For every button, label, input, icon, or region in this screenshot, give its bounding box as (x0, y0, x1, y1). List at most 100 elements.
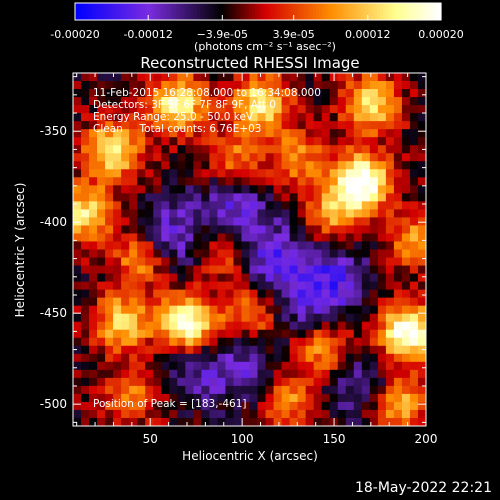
heatmap-cell (169, 273, 178, 283)
heatmap-cell (225, 249, 234, 259)
heatmap-cell (161, 233, 170, 242)
heatmap-cell (265, 281, 275, 291)
colorbar-segment (264, 3, 268, 20)
heatmap-cell (209, 393, 218, 403)
heatmap-cell (145, 177, 154, 186)
heatmap-cell (185, 201, 194, 210)
heatmap-cell (281, 385, 291, 395)
heatmap-cell (241, 241, 250, 250)
heatmap-cell (377, 297, 387, 307)
heatmap-cell (401, 369, 411, 379)
heatmap-cell (297, 345, 307, 355)
heatmap-cell (417, 401, 427, 411)
heatmap-cell (145, 393, 154, 403)
heatmap-cell (321, 201, 331, 210)
heatmap-cell (73, 81, 82, 90)
heatmap-cell (233, 105, 242, 114)
heatmap-cell (193, 393, 202, 403)
heatmap-cell (129, 169, 138, 178)
heatmap-cell (97, 137, 106, 146)
heatmap-cell (281, 169, 291, 178)
heatmap-cell (81, 97, 90, 106)
heatmap-cell (217, 249, 226, 259)
heatmap-cell (81, 337, 90, 347)
heatmap-cell (385, 305, 395, 315)
heatmap-cell (177, 321, 186, 331)
heatmap-cell (305, 281, 315, 291)
heatmap-cell (185, 369, 194, 379)
heatmap-cell (193, 137, 202, 146)
heatmap-cell (233, 121, 242, 130)
heatmap-cell (185, 185, 194, 194)
heatmap-cell (305, 241, 315, 250)
heatmap-cell (393, 121, 403, 130)
heatmap-cell (337, 249, 347, 259)
heatmap-cell (113, 137, 122, 146)
heatmap-cell (233, 209, 242, 218)
heatmap-cell (97, 337, 106, 347)
colorbar-segment (343, 3, 348, 20)
heatmap-cell (297, 265, 307, 275)
heatmap-cell (185, 209, 194, 218)
heatmap-cell (145, 281, 154, 291)
heatmap-cell (345, 353, 355, 363)
heatmap-cell (377, 121, 387, 130)
heatmap-cell (361, 129, 371, 138)
heatmap-cell (337, 305, 347, 315)
heatmap-cell (265, 337, 275, 347)
heatmap-cell (273, 409, 283, 419)
heatmap-cell (385, 313, 395, 323)
heatmap-cell (73, 289, 82, 299)
heatmap-cell (153, 369, 162, 379)
heatmap-cell (81, 201, 90, 210)
heatmap-cell (329, 409, 339, 419)
heatmap-cell (129, 161, 138, 170)
heatmap-cell (225, 321, 234, 331)
heatmap-cell (321, 185, 331, 194)
heatmap-cell (105, 417, 114, 427)
heatmap-cell (177, 313, 186, 323)
heatmap-cell (361, 401, 371, 411)
heatmap-cell (129, 201, 138, 210)
heatmap-cell (193, 225, 202, 234)
heatmap-cell (257, 297, 267, 307)
heatmap-cell (289, 273, 299, 283)
heatmap-cell (417, 353, 427, 363)
heatmap-cell (137, 281, 146, 291)
colorbar-segment (242, 3, 247, 20)
heatmap-cell (169, 369, 178, 379)
heatmap-cell (233, 353, 242, 363)
heatmap-cell (105, 361, 114, 371)
colorbar-segment (279, 3, 283, 20)
heatmap-cell (113, 225, 122, 234)
heatmap-cell (225, 209, 234, 218)
heatmap-cell (361, 273, 371, 283)
heatmap-cell (113, 409, 122, 419)
heatmap-cell (353, 105, 363, 114)
heatmap-cell (273, 193, 283, 202)
heatmap-cell (241, 193, 250, 202)
heatmap-cell (81, 81, 90, 90)
heatmap-cell (321, 81, 331, 90)
heatmap-cell (257, 217, 267, 226)
heatmap-cell (129, 193, 138, 202)
heatmap-cell (337, 417, 347, 427)
heatmap-cell (313, 393, 323, 403)
heatmap-cell (289, 137, 299, 146)
heatmap-cell (137, 209, 146, 218)
heatmap-cell (97, 305, 106, 315)
heatmap-cell (121, 89, 130, 98)
heatmap-cell (121, 393, 130, 403)
heatmap-cell (297, 201, 307, 210)
heatmap-cell (337, 233, 347, 242)
heatmap-cell (217, 361, 226, 371)
heatmap-cell (249, 265, 259, 275)
heatmap-cell (169, 161, 178, 170)
heatmap-cell (329, 81, 339, 90)
heatmap-cell (281, 321, 291, 331)
heatmap-cell (97, 369, 106, 379)
heatmap-cell (97, 217, 106, 226)
heatmap-cell (345, 217, 355, 226)
heatmap-cell (289, 129, 299, 138)
heatmap-cell (201, 393, 210, 403)
